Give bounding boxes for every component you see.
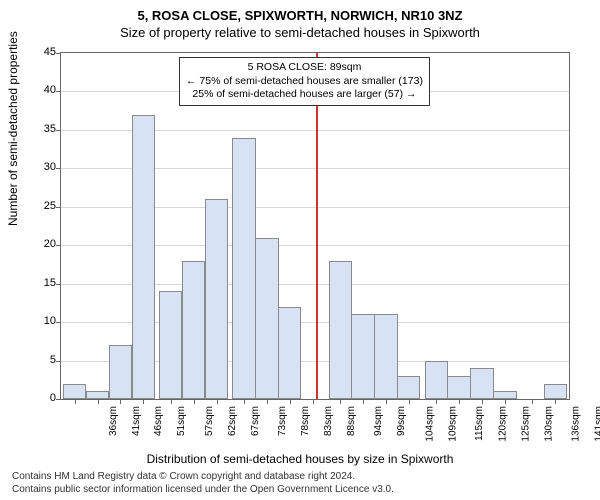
y-tick [56,245,61,246]
histogram-bar [159,291,182,399]
x-tick-label: 104sqm [425,406,436,442]
x-tick-label: 109sqm [447,406,458,442]
histogram-bar [447,376,470,399]
y-tick-label: 25 [26,200,56,212]
histogram-bar [544,384,567,399]
y-tick-label: 45 [26,46,56,58]
y-tick-label: 15 [26,277,56,289]
annotation-line1: 5 ROSA CLOSE: 89sqm [186,61,423,75]
x-tick-label: 130sqm [544,406,555,442]
histogram-bar [374,314,397,399]
histogram-bar [132,115,155,399]
y-tick [56,168,61,169]
x-tick [313,399,314,404]
x-tick [217,399,218,404]
x-tick [555,399,556,404]
x-tick [171,399,172,404]
y-tick-label: 10 [26,315,56,327]
y-tick-label: 0 [26,392,56,404]
x-tick-label: 125sqm [521,406,532,442]
x-tick [386,399,387,404]
x-tick [532,399,533,404]
x-tick-label: 136sqm [571,406,582,442]
plot-area: 5 ROSA CLOSE: 89sqm ← 75% of semi-detach… [60,52,570,400]
x-tick-label: 78sqm [300,406,311,436]
y-tick [56,130,61,131]
histogram-bar [255,238,278,399]
x-tick-label: 141sqm [594,406,600,442]
histogram-bar [329,261,352,399]
x-tick-label: 46sqm [154,406,165,436]
x-tick [75,399,76,404]
y-tick [56,322,61,323]
x-tick [459,399,460,404]
x-tick [482,399,483,404]
x-axis-label: Distribution of semi-detached houses by … [0,452,600,466]
x-tick [363,399,364,404]
histogram-bar [425,361,448,399]
x-tick [267,399,268,404]
x-tick-label: 73sqm [277,406,288,436]
annotation-box: 5 ROSA CLOSE: 89sqm ← 75% of semi-detach… [179,57,430,106]
x-tick [143,399,144,404]
y-tick [56,284,61,285]
x-tick-label: 83sqm [323,406,334,436]
x-tick-label: 115sqm [474,406,485,441]
y-tick-label: 20 [26,238,56,250]
y-tick [56,53,61,54]
y-tick [56,207,61,208]
x-tick [194,399,195,404]
histogram-bar [351,314,374,399]
x-tick [505,399,506,404]
histogram-bar [109,345,132,399]
chart-title-primary: 5, ROSA CLOSE, SPIXWORTH, NORWICH, NR10 … [0,0,600,23]
histogram-bar [278,307,301,399]
y-axis-label: Number of semi-detached properties [6,31,20,226]
x-tick [409,399,410,404]
x-tick [290,399,291,404]
annotation-line2: ← 75% of semi-detached houses are smalle… [186,75,423,89]
y-tick [56,399,61,400]
x-tick-label: 99sqm [396,406,407,436]
x-tick [98,399,99,404]
x-tick-label: 41sqm [131,406,142,436]
annotation-line3: 25% of semi-detached houses are larger (… [186,88,423,102]
chart-container: 5, ROSA CLOSE, SPIXWORTH, NORWICH, NR10 … [0,0,600,500]
histogram-bar [232,138,255,399]
x-tick-label: 36sqm [108,406,119,436]
y-tick [56,91,61,92]
y-tick [56,361,61,362]
y-tick-label: 40 [26,84,56,96]
histogram-bar [493,391,516,399]
y-tick-label: 30 [26,161,56,173]
x-tick-label: 67sqm [250,406,261,436]
footer-line1: Contains HM Land Registry data © Crown c… [12,471,394,484]
histogram-bar [397,376,420,399]
x-tick [244,399,245,404]
x-tick-label: 88sqm [346,406,357,436]
histogram-bar [205,199,228,399]
chart-title-secondary: Size of property relative to semi-detach… [0,23,600,40]
histogram-bar [86,391,109,399]
histogram-bar [470,368,493,399]
x-tick [120,399,121,404]
x-tick [340,399,341,404]
y-tick-label: 35 [26,123,56,135]
x-tick-label: 57sqm [204,406,215,436]
x-tick [436,399,437,404]
x-tick-label: 94sqm [373,406,384,436]
x-tick-label: 62sqm [227,406,238,436]
footer-attribution: Contains HM Land Registry data © Crown c… [12,471,394,496]
y-tick-label: 5 [26,354,56,366]
histogram-bar [182,261,205,399]
x-tick-label: 51sqm [176,406,187,436]
footer-line2: Contains public sector information licen… [12,484,394,497]
histogram-bar [63,384,86,399]
x-tick-label: 120sqm [498,406,509,442]
